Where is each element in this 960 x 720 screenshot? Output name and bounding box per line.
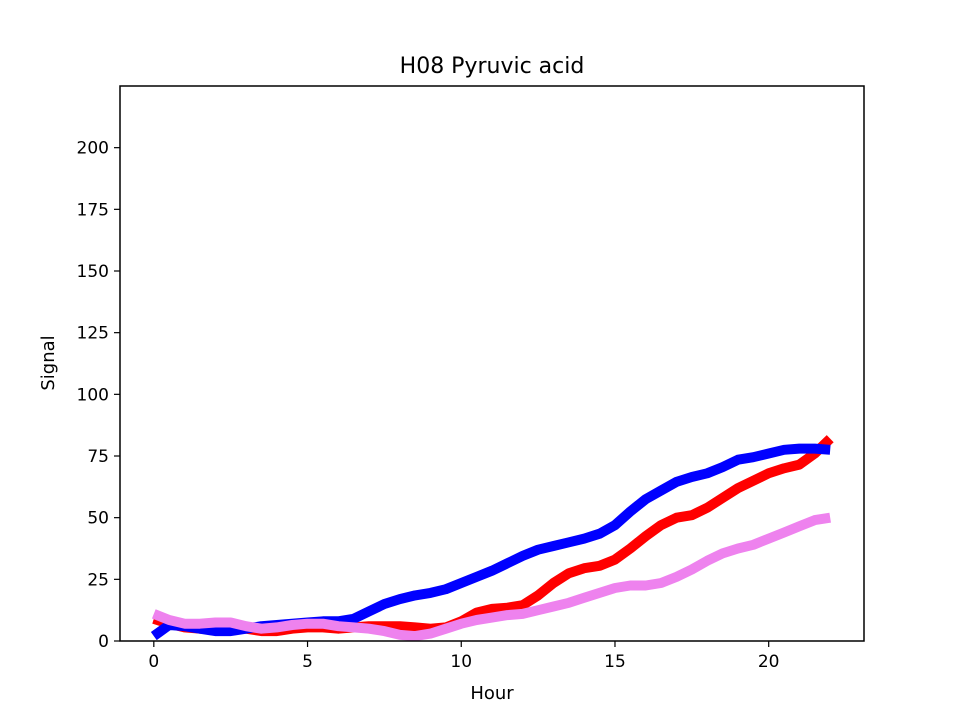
x-axis: 0 5 10 15 20 xyxy=(148,641,780,672)
y-tick-label: 0 xyxy=(98,632,109,652)
y-tick-label: 50 xyxy=(87,509,109,529)
plot-frame xyxy=(119,85,865,642)
y-tick-label: 200 xyxy=(77,139,109,159)
y-tick-label: 75 xyxy=(87,447,109,467)
y-axis: 0 25 50 75 100 125 150 175 200 xyxy=(77,139,120,652)
x-tick-label: 15 xyxy=(604,652,626,672)
x-tick-label: 0 xyxy=(148,652,159,672)
y-tick-label: 100 xyxy=(77,385,109,405)
y-tick-label: 175 xyxy=(77,200,109,220)
x-tick-label: 10 xyxy=(450,652,472,672)
chart-title: H08 Pyruvic acid xyxy=(400,54,585,79)
x-tick-label: 5 xyxy=(302,652,313,672)
y-axis-label: Signal xyxy=(38,335,59,390)
y-tick-label: 150 xyxy=(77,262,109,282)
series-line-3 xyxy=(151,512,831,642)
x-tick-label: 20 xyxy=(758,652,780,672)
y-tick-label: 25 xyxy=(87,570,109,590)
series-layer xyxy=(150,435,834,642)
y-tick-label: 125 xyxy=(77,324,109,344)
x-axis-label: Hour xyxy=(470,683,514,704)
